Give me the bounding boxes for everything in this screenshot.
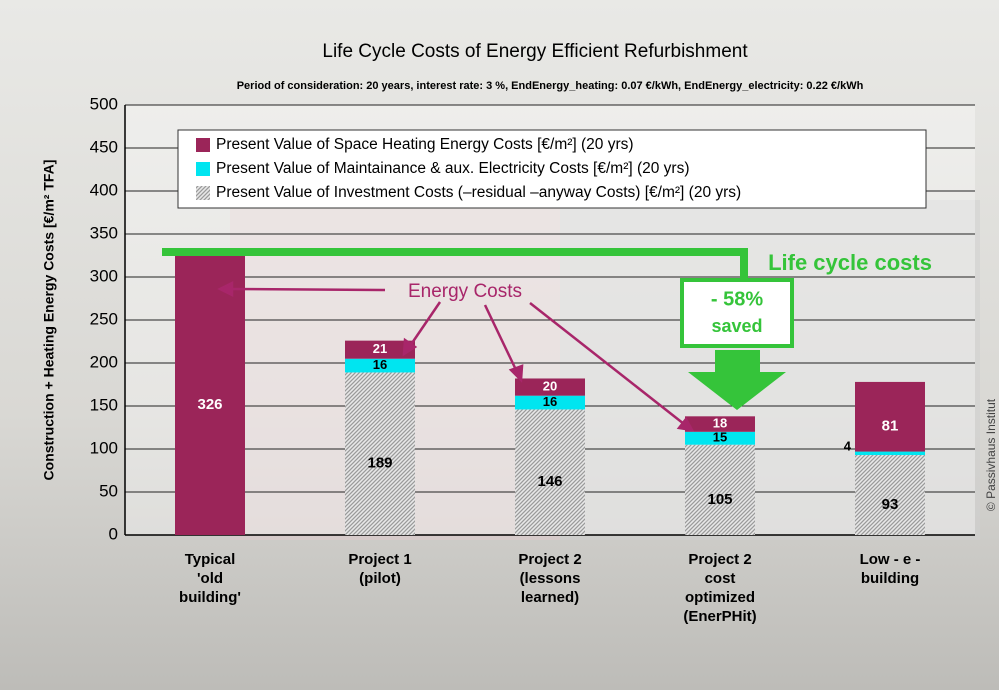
legend-label: Present Value of Maintainance & aux. Ele… (216, 160, 690, 177)
annotation-saved-pct: - 58% (711, 288, 763, 310)
legend-swatch (196, 162, 210, 176)
y-axis-label: Construction + Heating Energy Costs [€/m… (41, 160, 57, 481)
y-tick-label: 350 (90, 223, 118, 242)
arrow-bar (162, 248, 747, 256)
bar-segment (685, 444, 755, 535)
legend-swatch (196, 186, 210, 200)
life-cycle-arrow (162, 248, 794, 410)
arrow (529, 302, 685, 425)
x-tick-label: Project 2 (688, 551, 751, 568)
arrow-head (508, 364, 524, 383)
arrow-bar (740, 248, 748, 284)
bar-segment (515, 378, 585, 396)
arrow-down (688, 350, 786, 410)
data-label: 18 (713, 415, 727, 430)
data-label: 146 (537, 473, 562, 490)
bar-segment (855, 455, 925, 535)
data-label: 81 (882, 418, 899, 435)
bar-segment (175, 254, 245, 535)
bar-segment (345, 358, 415, 373)
y-tick-label: 200 (90, 352, 118, 371)
data-label: 16 (373, 357, 387, 372)
data-label: 189 (367, 455, 392, 472)
arrow (408, 301, 442, 347)
x-tick-label: building (861, 570, 919, 587)
data-label: 4 (844, 439, 852, 454)
bar-segment (515, 395, 585, 410)
x-tick-label: (EnerPHit) (683, 608, 756, 625)
data-label: 326 (197, 396, 222, 413)
data-label: 20 (543, 379, 557, 394)
legend-box (177, 129, 927, 209)
legend-swatch (196, 138, 210, 152)
x-tick-label: Project 1 (348, 551, 411, 568)
x-tick-label: building' (179, 589, 241, 606)
annotation-saved: saved (711, 316, 762, 336)
data-label: 105 (707, 491, 732, 508)
annotation-life-cycle: Life cycle costs (768, 250, 932, 275)
y-tick-label: 0 (109, 524, 118, 543)
y-tick-label: 400 (90, 180, 118, 199)
data-label: 93 (882, 496, 899, 513)
x-tick-label: 'old (197, 570, 223, 587)
x-tick-label: cost (705, 570, 736, 587)
y-tick-label: 450 (90, 137, 118, 156)
arrow-head (676, 416, 695, 432)
bar-segment (515, 409, 585, 535)
annotations (217, 280, 695, 432)
bar-segment (345, 372, 415, 535)
x-tick-label: Low - e - (860, 551, 921, 568)
y-tick-label: 150 (90, 395, 118, 414)
y-tick-label: 500 (90, 94, 118, 113)
saved-box (680, 278, 794, 348)
bar-segment (345, 340, 415, 359)
data-label: 16 (543, 394, 557, 409)
y-tick-label: 100 (90, 438, 118, 457)
y-tick-label: 300 (90, 266, 118, 285)
bar-segment (855, 451, 925, 456)
x-tick-label: learned) (521, 589, 579, 606)
arrow (227, 287, 386, 292)
x-tick-label: (lessons (520, 570, 581, 587)
data-label: 15 (713, 430, 727, 445)
x-tick-label: Project 2 (518, 551, 581, 568)
legend-label: Present Value of Investment Costs (–resi… (216, 184, 741, 201)
arrow (483, 304, 519, 373)
legend-label: Present Value of Space Heating Energy Co… (216, 136, 634, 153)
data-label: 21 (373, 341, 387, 356)
bar-segment (685, 431, 755, 445)
copyright: © Passivhaus Institut (984, 398, 998, 511)
arrow-head (402, 337, 418, 357)
arrow-head (217, 280, 234, 298)
x-tick-label: optimized (685, 589, 755, 606)
x-tick-label: Typical (185, 551, 236, 568)
bar-segment (685, 416, 755, 432)
bar-segment (855, 381, 925, 452)
subtitle: Period of consideration: 20 years, inter… (237, 80, 864, 92)
y-tick-label: 250 (90, 309, 118, 328)
x-tick-label: (pilot) (359, 570, 401, 587)
chart-title: Life Cycle Costs of Energy Efficient Ref… (322, 41, 748, 62)
annotation-energy-costs: Energy Costs (408, 281, 522, 302)
y-tick-label: 50 (99, 481, 118, 500)
